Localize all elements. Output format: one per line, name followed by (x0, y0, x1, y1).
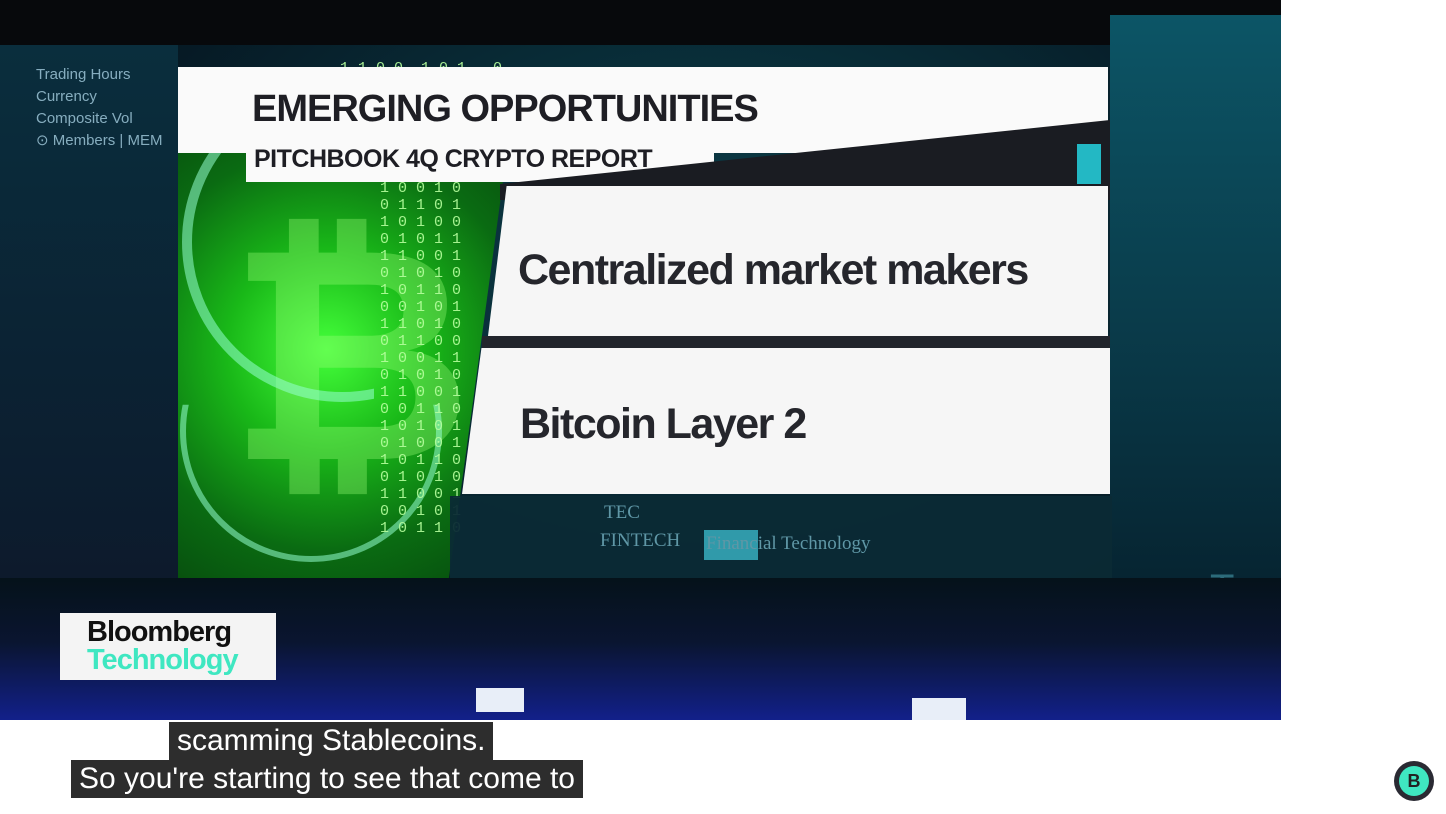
teal-accent (1077, 144, 1101, 184)
left-ticker-line: Currency (36, 88, 97, 105)
right-wall-screen: Tec (1110, 15, 1281, 611)
card-separator (482, 336, 1110, 350)
studio-light (912, 698, 966, 720)
bottom-ticker-text: TEC (604, 502, 640, 523)
left-ticker-line: Trading Hours (36, 66, 131, 83)
opportunity-item: Bitcoin Layer 2 (520, 400, 807, 448)
bottom-ticker-text: Financial Technology (706, 533, 871, 554)
left-wall-screen (0, 45, 178, 580)
ticker-highlight (704, 530, 758, 560)
lower-screen (450, 496, 1112, 580)
opportunity-card (462, 348, 1110, 494)
graphic-headline: EMERGING OPPORTUNITIES (252, 88, 759, 130)
channel-avatar-button[interactable]: B (1394, 761, 1434, 801)
graphic-subheadline: PITCHBOOK 4Q CRYPTO REPORT (254, 145, 653, 173)
video-player[interactable]: Trading Hours Currency Composite Vol ⊙ M… (0, 0, 1281, 720)
studio-light (476, 688, 524, 712)
caption-line: So you're starting to see that come to (71, 760, 583, 798)
left-ticker: Trading Hours Currency Composite Vol ⊙ M… (36, 64, 162, 152)
video-top-band (0, 0, 1281, 45)
bloomberg-technology-logo: Bloomberg Technology (60, 613, 276, 680)
left-ticker-line: ⊙ Members | MEM (36, 132, 163, 149)
bottom-ticker-text: FINTECH (600, 530, 681, 551)
logo-line-2: Technology (87, 644, 239, 676)
channel-avatar-icon: B (1399, 766, 1429, 796)
logo-line-1: Bloomberg (87, 616, 232, 648)
binary-digits: 1 0 0 1 0 0 1 1 0 1 1 0 1 0 0 0 1 0 1 1 … (380, 180, 462, 537)
left-ticker-line: Composite Vol (36, 110, 133, 127)
opportunity-card (488, 186, 1108, 336)
opportunity-item: Centralized market makers (518, 246, 1029, 294)
caption-line: scamming Stablecoins. (169, 722, 494, 760)
